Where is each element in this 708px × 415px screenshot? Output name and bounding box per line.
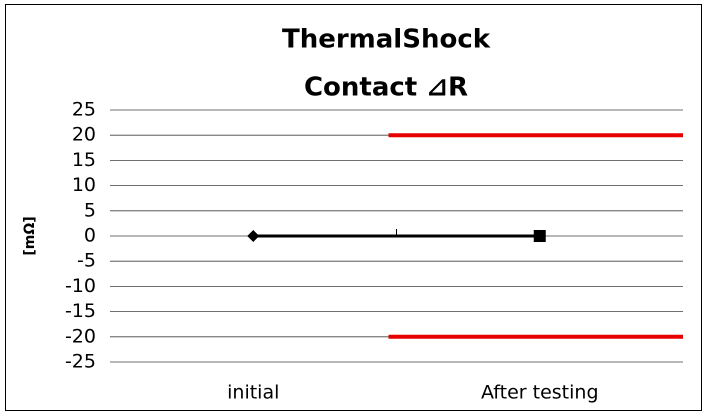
y-tick-label: 0 [84, 225, 96, 247]
y-tick-label: 25 [72, 99, 96, 121]
chart-title: ThermalShock [282, 25, 491, 55]
y-tick-label: -10 [65, 275, 96, 297]
chart-title: Contact ⊿R [304, 73, 468, 103]
x-tick-label: After testing [481, 382, 599, 404]
y-tick-label: 5 [84, 199, 96, 221]
marker [247, 230, 260, 242]
y-tick-label: 15 [72, 149, 96, 171]
x-tick-label: initial [227, 382, 279, 404]
y-tick-label: -20 [65, 325, 96, 347]
y-tick-label: -25 [65, 351, 96, 373]
y-axis-label: [mΩ] [22, 216, 38, 255]
y-tick-label: -5 [77, 250, 96, 272]
chart-frame [5, 4, 702, 411]
y-tick-label: 10 [72, 174, 96, 196]
y-tick-label: 20 [72, 124, 96, 146]
y-tick-label: -15 [65, 300, 96, 322]
marker [533, 230, 546, 242]
